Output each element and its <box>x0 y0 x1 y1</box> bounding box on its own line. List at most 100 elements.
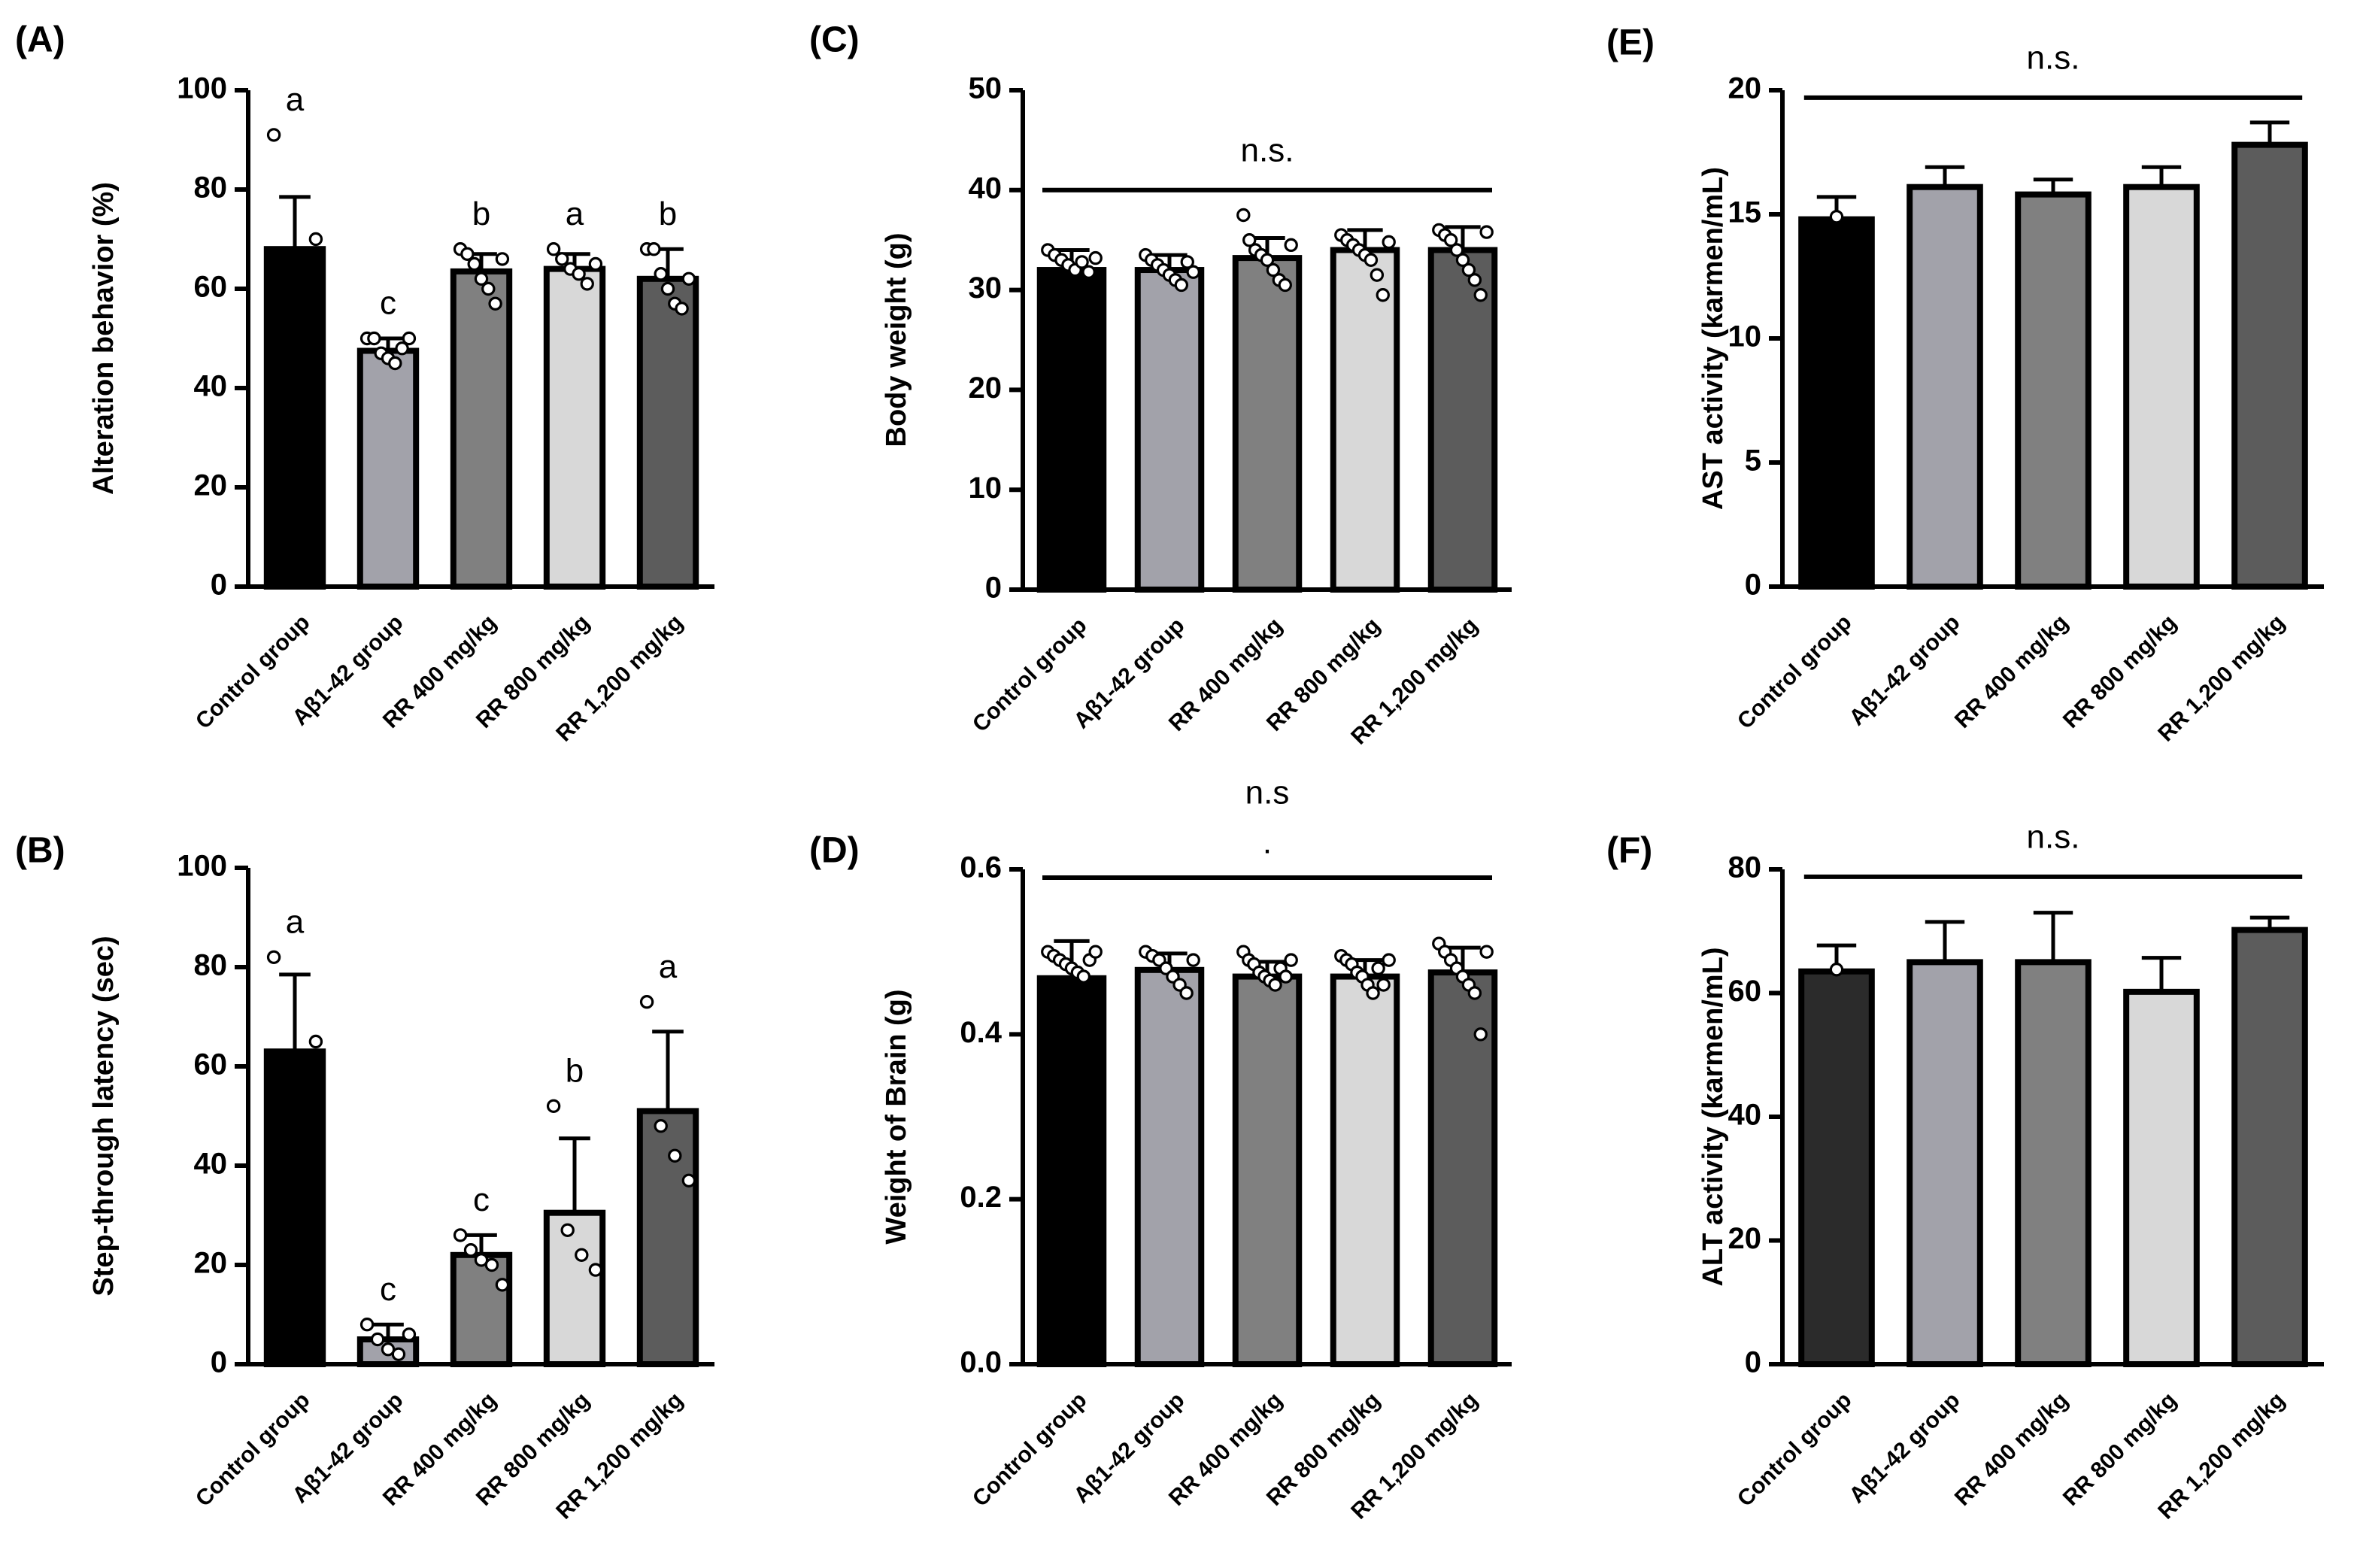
ns-label: n.s. <box>1241 132 1294 168</box>
panel-label: (A) <box>15 20 65 60</box>
y-tick-label: 0 <box>211 569 227 602</box>
data-point <box>308 1034 323 1049</box>
y-axis-label: Weight of Brain (g) <box>881 989 912 1244</box>
data-point <box>1443 233 1458 247</box>
panel-label: (F) <box>1606 831 1652 871</box>
y-tick-label: 80 <box>194 949 228 982</box>
bar <box>543 1209 606 1367</box>
panel-label: (C) <box>809 20 860 60</box>
data-point <box>1461 262 1476 278</box>
y-tick-label: 20 <box>969 372 1003 405</box>
data-point <box>481 281 496 296</box>
data-point <box>1467 986 1482 1000</box>
bar <box>636 275 699 590</box>
y-tick-label: 100 <box>177 72 227 105</box>
x-tick-label: RR 800 mg/kg <box>2058 1388 2182 1511</box>
ns-label: n.s <box>1245 775 1290 811</box>
data-point <box>639 994 654 1009</box>
data-point <box>575 1248 589 1263</box>
data-point <box>460 247 475 261</box>
y-tick-label: 60 <box>194 271 228 304</box>
data-point <box>367 331 381 346</box>
bar <box>1134 966 1205 1367</box>
bar <box>543 265 606 590</box>
data-point <box>588 1263 603 1277</box>
significance-letter: c <box>473 1181 490 1218</box>
bar <box>1036 975 1107 1367</box>
panel-label: (E) <box>1606 23 1655 63</box>
data-point <box>1088 945 1103 959</box>
bar <box>1134 267 1205 593</box>
data-point <box>588 256 603 271</box>
y-tick-label: 40 <box>194 1148 228 1181</box>
y-tick-label: 80 <box>194 171 228 205</box>
y-tick-label: 50 <box>969 72 1003 105</box>
data-point <box>391 1347 406 1362</box>
data-point <box>1278 278 1292 293</box>
data-point <box>654 1118 668 1133</box>
data-point <box>495 252 510 266</box>
bar <box>2123 988 2200 1367</box>
data-point <box>1179 986 1194 1000</box>
y-tick-label: 10 <box>1728 320 1762 353</box>
data-point <box>1473 288 1488 302</box>
data-point <box>1174 278 1189 293</box>
data-point <box>1376 978 1391 992</box>
x-tick-label: Control group <box>1733 1388 1857 1512</box>
data-point <box>580 277 594 291</box>
y-tick-label: 30 <box>969 271 1003 305</box>
significance-letter: b <box>566 1052 584 1089</box>
data-point <box>1081 265 1096 279</box>
data-point <box>370 1332 385 1347</box>
y-tick-label: 0.6 <box>960 851 1002 884</box>
significance-letter: a <box>659 948 678 985</box>
ns-label: n.s. <box>2027 40 2080 77</box>
y-tick-label: 40 <box>194 370 228 403</box>
significance-letter: c <box>380 1271 396 1308</box>
y-tick-label: 0 <box>985 572 1002 605</box>
y-tick-label: 0.4 <box>960 1016 1002 1049</box>
y-axis-label: Alteration behavior (%) <box>88 182 120 495</box>
data-point <box>1075 255 1089 269</box>
y-axis-label: AST activity (karmen/mL) <box>1697 167 1729 510</box>
x-tick-label: RR 800 mg/kg <box>2058 610 2182 733</box>
data-point <box>546 242 561 256</box>
data-point <box>1279 969 1293 984</box>
data-point <box>1088 250 1103 265</box>
bar <box>450 268 513 590</box>
y-axis-label: Body weight (g) <box>881 233 912 447</box>
data-point <box>1382 953 1396 967</box>
bar <box>2015 959 2092 1367</box>
y-tick-label: 60 <box>1728 975 1762 1008</box>
data-point <box>1449 243 1464 257</box>
data-point <box>266 128 281 142</box>
bar <box>2015 191 2092 590</box>
data-point <box>1268 978 1282 992</box>
data-point <box>453 1228 468 1242</box>
data-point <box>555 252 569 266</box>
data-point <box>402 1327 417 1342</box>
data-point <box>1473 1027 1488 1042</box>
bar <box>263 1048 326 1367</box>
data-point <box>1260 253 1275 267</box>
data-point <box>675 302 689 316</box>
x-tick-label: Aβ1-42 group <box>1845 610 1965 730</box>
significance-letter: a <box>566 196 584 232</box>
ns-note: . <box>1263 824 1272 861</box>
data-point <box>1186 953 1200 967</box>
data-point <box>681 1173 696 1188</box>
bar <box>356 347 420 590</box>
data-point <box>546 1099 561 1114</box>
y-tick-label: 40 <box>1728 1099 1762 1132</box>
data-point <box>463 1242 478 1257</box>
x-tick-label: RR 400 mg/kg <box>1950 1388 2073 1511</box>
bar <box>1232 973 1303 1367</box>
data-point <box>1371 961 1385 975</box>
data-point <box>1266 262 1281 278</box>
data-point <box>1370 268 1385 282</box>
bar <box>1798 216 1875 590</box>
data-point <box>1479 225 1494 239</box>
data-point <box>1236 208 1251 223</box>
y-axis-label: ALT activity (karmen/mL) <box>1697 947 1729 1286</box>
bar <box>1330 973 1400 1367</box>
